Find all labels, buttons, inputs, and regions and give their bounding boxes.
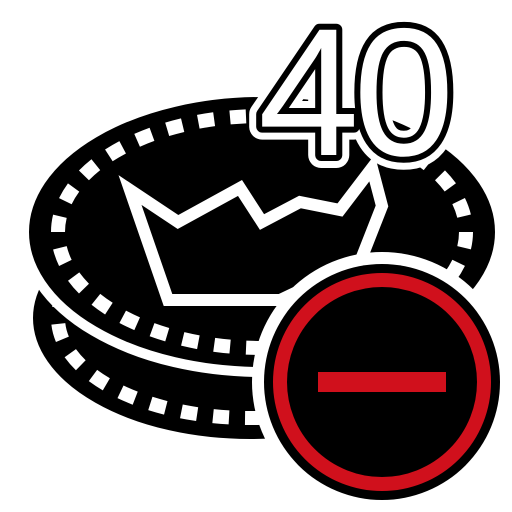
minus-badge [252,252,512,512]
svg-text:40: 40 [258,0,448,194]
crown-icon [118,154,389,306]
svg-text:40: 40 [258,0,448,194]
count-label: 40 40 [245,0,467,207]
minus-icon [318,372,446,392]
